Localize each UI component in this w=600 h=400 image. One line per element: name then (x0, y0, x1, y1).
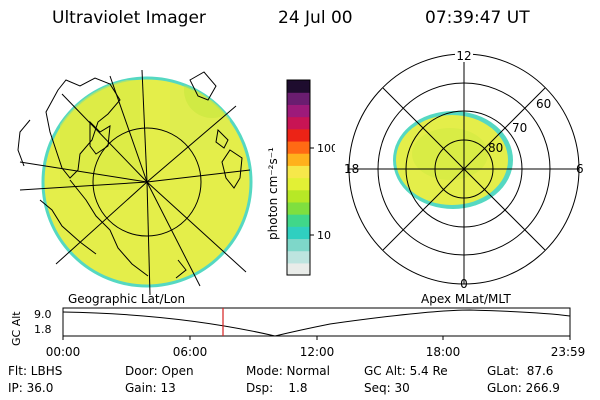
time-label: 07:39:47 UT (425, 8, 530, 28)
mlat-70-label: 70 (512, 121, 527, 135)
timeline-ytick-top: 9.0 (34, 308, 52, 321)
info-gc-alt: GC Alt: 5.4 Re (364, 364, 448, 378)
lat-lon-grid (19, 69, 251, 296)
colorbar-tick-100: 100 (317, 142, 335, 155)
polar-grid (348, 53, 580, 285)
info-gain: Gain: 13 (125, 381, 176, 395)
colorbar-cell (287, 165, 310, 179)
date-label: 24 Jul 00 (278, 8, 353, 28)
mlt-6-label: 6 (576, 162, 584, 176)
mlat-80-label: 80 (488, 141, 503, 155)
mlt-0-label: 0 (460, 277, 468, 291)
colorbar-cell (287, 201, 310, 215)
colorbar: 100 10 photon cm⁻²s⁻¹ (266, 79, 335, 276)
colorbar-unit-label: photon cm⁻²s⁻¹ (266, 147, 280, 240)
info-glat: GLat: 87.6 (487, 364, 554, 378)
colorbar-cell (287, 214, 310, 227)
mlt-12-label: 12 (456, 50, 471, 63)
x-tick-0000: 00:00 (46, 345, 81, 359)
info-dsp: Dsp: 1.8 (246, 381, 308, 395)
mlt-18-label: 18 (344, 162, 359, 176)
info-door: Door: Open (125, 364, 194, 378)
colorbar-cell (287, 250, 310, 264)
mlat-60-label: 60 (536, 97, 551, 111)
colorbar-cell (287, 238, 310, 252)
x-tick-0600: 06:00 (173, 345, 208, 359)
instrument-title: Ultraviolet Imager (52, 8, 206, 28)
info-seq: Seq: 30 (364, 381, 410, 395)
orbit-timeline: GC Alt 9.0 1.8 00:00 06:00 12:00 18:00 2… (10, 307, 586, 359)
colorbar-cell (287, 80, 310, 93)
colorbar-cell (287, 153, 310, 166)
info-ip: IP: 36.0 (8, 381, 54, 395)
info-filter: Flt: LBHS (8, 364, 63, 378)
timeline-y-label: GC Alt (10, 311, 23, 346)
x-tick-1800: 18:00 (426, 345, 461, 359)
colorbar-cell (287, 140, 310, 154)
colorbar-cell (287, 128, 310, 142)
geographic-image (17, 69, 253, 296)
coastline-lines (17, 71, 243, 279)
info-glon: GLon: 266.9 (487, 381, 560, 395)
x-tick-1200: 12:00 (300, 345, 335, 359)
info-mode: Mode: Normal (246, 364, 330, 378)
colorbar-cell (287, 177, 310, 191)
polar-caption: Apex MLat/MLT (421, 292, 511, 306)
colorbar-cell (287, 262, 310, 276)
x-tick-2359: 23:59 (551, 345, 586, 359)
colorbar-cell (287, 116, 310, 130)
timeline-ytick-bottom: 1.8 (34, 323, 52, 336)
colorbar-cell (287, 226, 310, 240)
colorbar-cells (287, 80, 310, 276)
apex-polar-plot: 12 18 6 0 60 70 80 (344, 50, 584, 291)
geo-caption: Geographic Lat/Lon (68, 292, 186, 306)
colorbar-cell (287, 189, 310, 203)
colorbar-cell (287, 104, 310, 118)
altitude-curve (62, 309, 571, 337)
aurora-oval (393, 111, 513, 209)
colorbar-tick-10: 10 (317, 229, 331, 242)
colorbar-cell (287, 92, 310, 105)
